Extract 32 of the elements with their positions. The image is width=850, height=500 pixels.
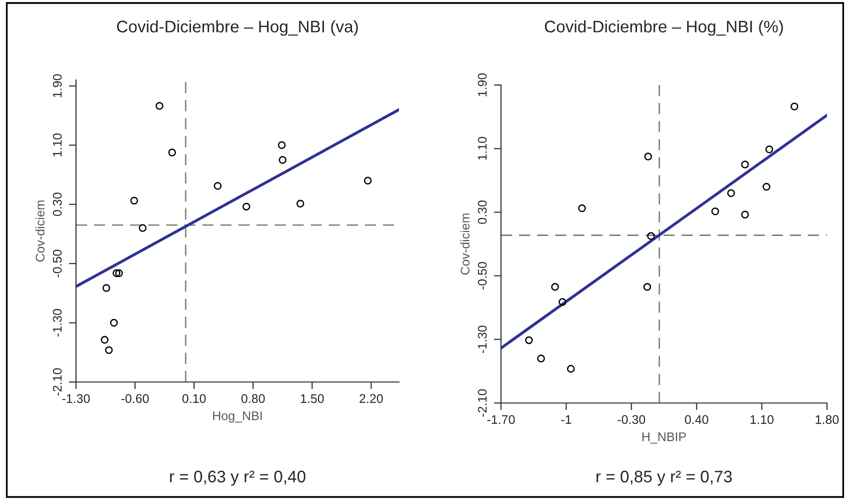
- y-tick-label: 1.90: [52, 74, 62, 98]
- x-tick-label: 0.80: [241, 394, 265, 403]
- y-tick-label: -0.50: [52, 250, 62, 278]
- x-tick-label: 1.80: [816, 415, 839, 424]
- y-tick-label: 1.10: [478, 136, 487, 160]
- text: r = 0,85 y r² = 0,73: [596, 470, 732, 486]
- x-tick-label: -1.70: [487, 415, 515, 424]
- y-tick-label: -2.10: [52, 368, 62, 396]
- chart-title: Covid-Diciembre – Hog_NBI (%): [544, 20, 783, 36]
- y-tick-label: 0.30: [478, 200, 487, 224]
- x-tick-label: 2.20: [360, 394, 383, 403]
- y-tick-label: -1.30: [52, 309, 62, 336]
- x-axis-title: Hog_NBI: [213, 411, 262, 423]
- text: r = 0,63 y r² = 0,40: [170, 470, 306, 486]
- x-tick-label: -0.60: [121, 394, 149, 403]
- y-tick-label: 1.10: [52, 133, 62, 156]
- x-tick-label: 1.50: [300, 394, 324, 403]
- y-tick-label: -0.50: [478, 262, 487, 290]
- y-tick-label: 1.90: [478, 73, 487, 96]
- y-tick-label: -2.10: [478, 389, 487, 417]
- x-tick-label: -1.30: [62, 394, 90, 403]
- chart-title: Covid-Diciembre – Hog_NBI (va): [117, 20, 358, 36]
- y-axis-title: Cov-diciem: [460, 214, 470, 275]
- y-tick-label: 0.30: [52, 192, 62, 216]
- x-tick-label: -0.30: [618, 415, 646, 424]
- x-tick-label: 0.10: [182, 394, 206, 403]
- y-axis-title: Cov-diciem: [35, 200, 45, 262]
- x-tick-label: 1.10: [750, 415, 774, 424]
- x-tick-label: -1: [561, 415, 572, 424]
- x-axis-title: H_NBIP: [642, 432, 686, 444]
- x-tick-label: 0.40: [684, 415, 708, 424]
- y-tick-label: -1.30: [478, 326, 487, 354]
